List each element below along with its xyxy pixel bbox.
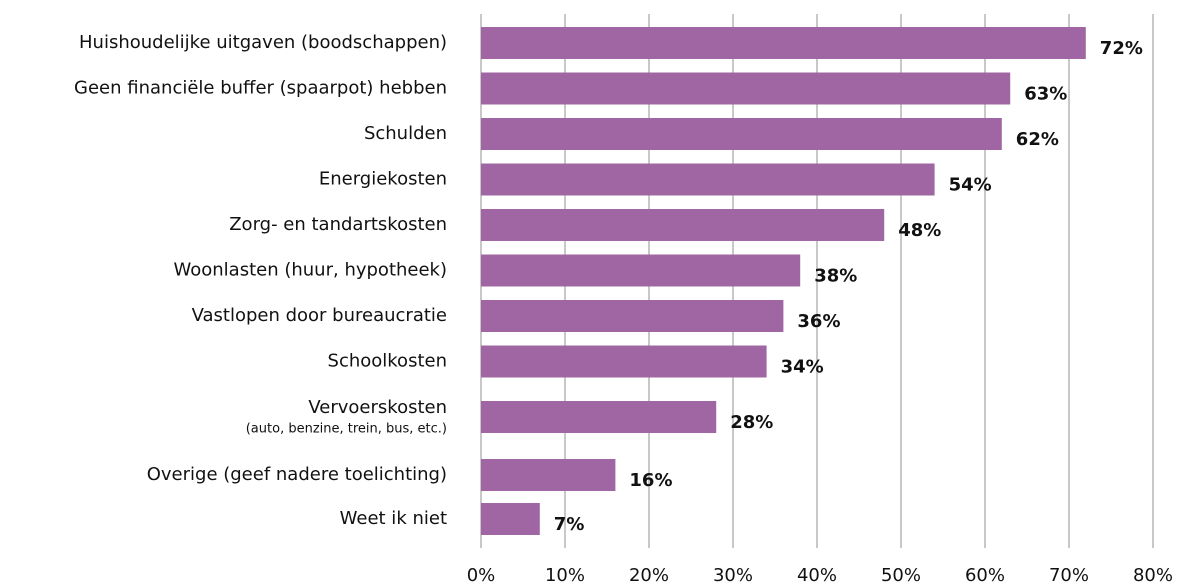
bar <box>481 300 784 332</box>
value-label: 38% <box>814 266 857 287</box>
value-label: 34% <box>781 357 824 378</box>
bar <box>481 72 1011 105</box>
x-tick-label: 20% <box>629 565 669 586</box>
bar <box>481 503 540 535</box>
value-label: 36% <box>797 311 840 332</box>
bar <box>481 209 885 241</box>
x-tick-label: 30% <box>713 565 753 586</box>
category-label: Overige (geef nadere toelichting) <box>147 464 447 485</box>
category-label: Geen financiële buffer (spaarpot) hebben <box>74 78 447 99</box>
value-label: 48% <box>898 220 941 241</box>
value-label: 62% <box>1016 129 1059 150</box>
bar <box>481 345 767 378</box>
x-tick-label: 60% <box>965 565 1005 586</box>
value-label: 16% <box>629 470 672 491</box>
category-label: Huishoudelijke uitgaven (boodschappen) <box>79 32 447 53</box>
value-label: 7% <box>554 514 585 535</box>
category-detail: (auto, benzine, trein, bus, etc.) <box>246 422 447 437</box>
value-label: 63% <box>1024 84 1067 105</box>
x-tick-label: 40% <box>797 565 837 586</box>
bar <box>481 118 1002 150</box>
x-tick-label: 0% <box>467 565 496 586</box>
category-label: Weet ik niet <box>340 508 447 529</box>
category-label: Schoolkosten <box>328 351 447 372</box>
bar <box>481 163 935 196</box>
category-label: Energiekosten <box>319 169 447 190</box>
category-label: Woonlasten (huur, hypotheek) <box>174 260 448 281</box>
category-label: Vervoerskosten <box>308 397 447 418</box>
value-label: 72% <box>1100 38 1143 59</box>
bar <box>481 27 1086 59</box>
x-tick-label: 80% <box>1133 565 1173 586</box>
bar <box>481 401 717 433</box>
category-label: Zorg- en tandartskosten <box>229 214 447 235</box>
bar <box>481 459 616 491</box>
x-tick-label: 50% <box>881 565 921 586</box>
category-label: Vastlopen door bureaucratie <box>192 305 447 326</box>
value-label: 28% <box>730 412 773 433</box>
bar <box>481 254 801 287</box>
x-tick-label: 10% <box>545 565 585 586</box>
value-label: 54% <box>949 175 992 196</box>
category-label: Schulden <box>364 123 447 144</box>
x-tick-label: 70% <box>1049 565 1089 586</box>
